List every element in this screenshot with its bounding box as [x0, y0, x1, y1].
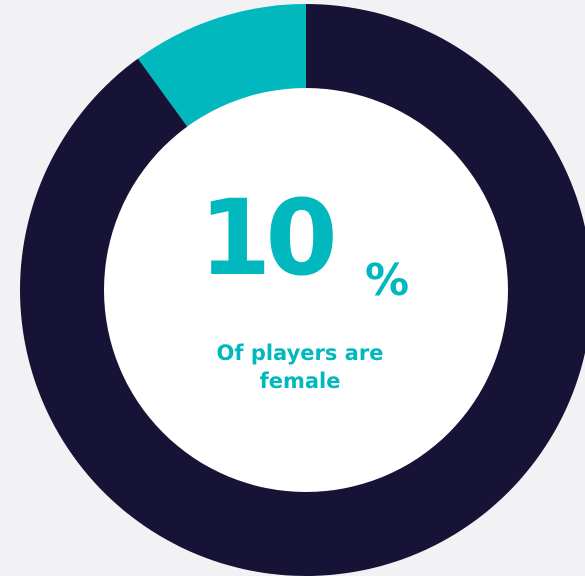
- donut-hole: [104, 88, 508, 492]
